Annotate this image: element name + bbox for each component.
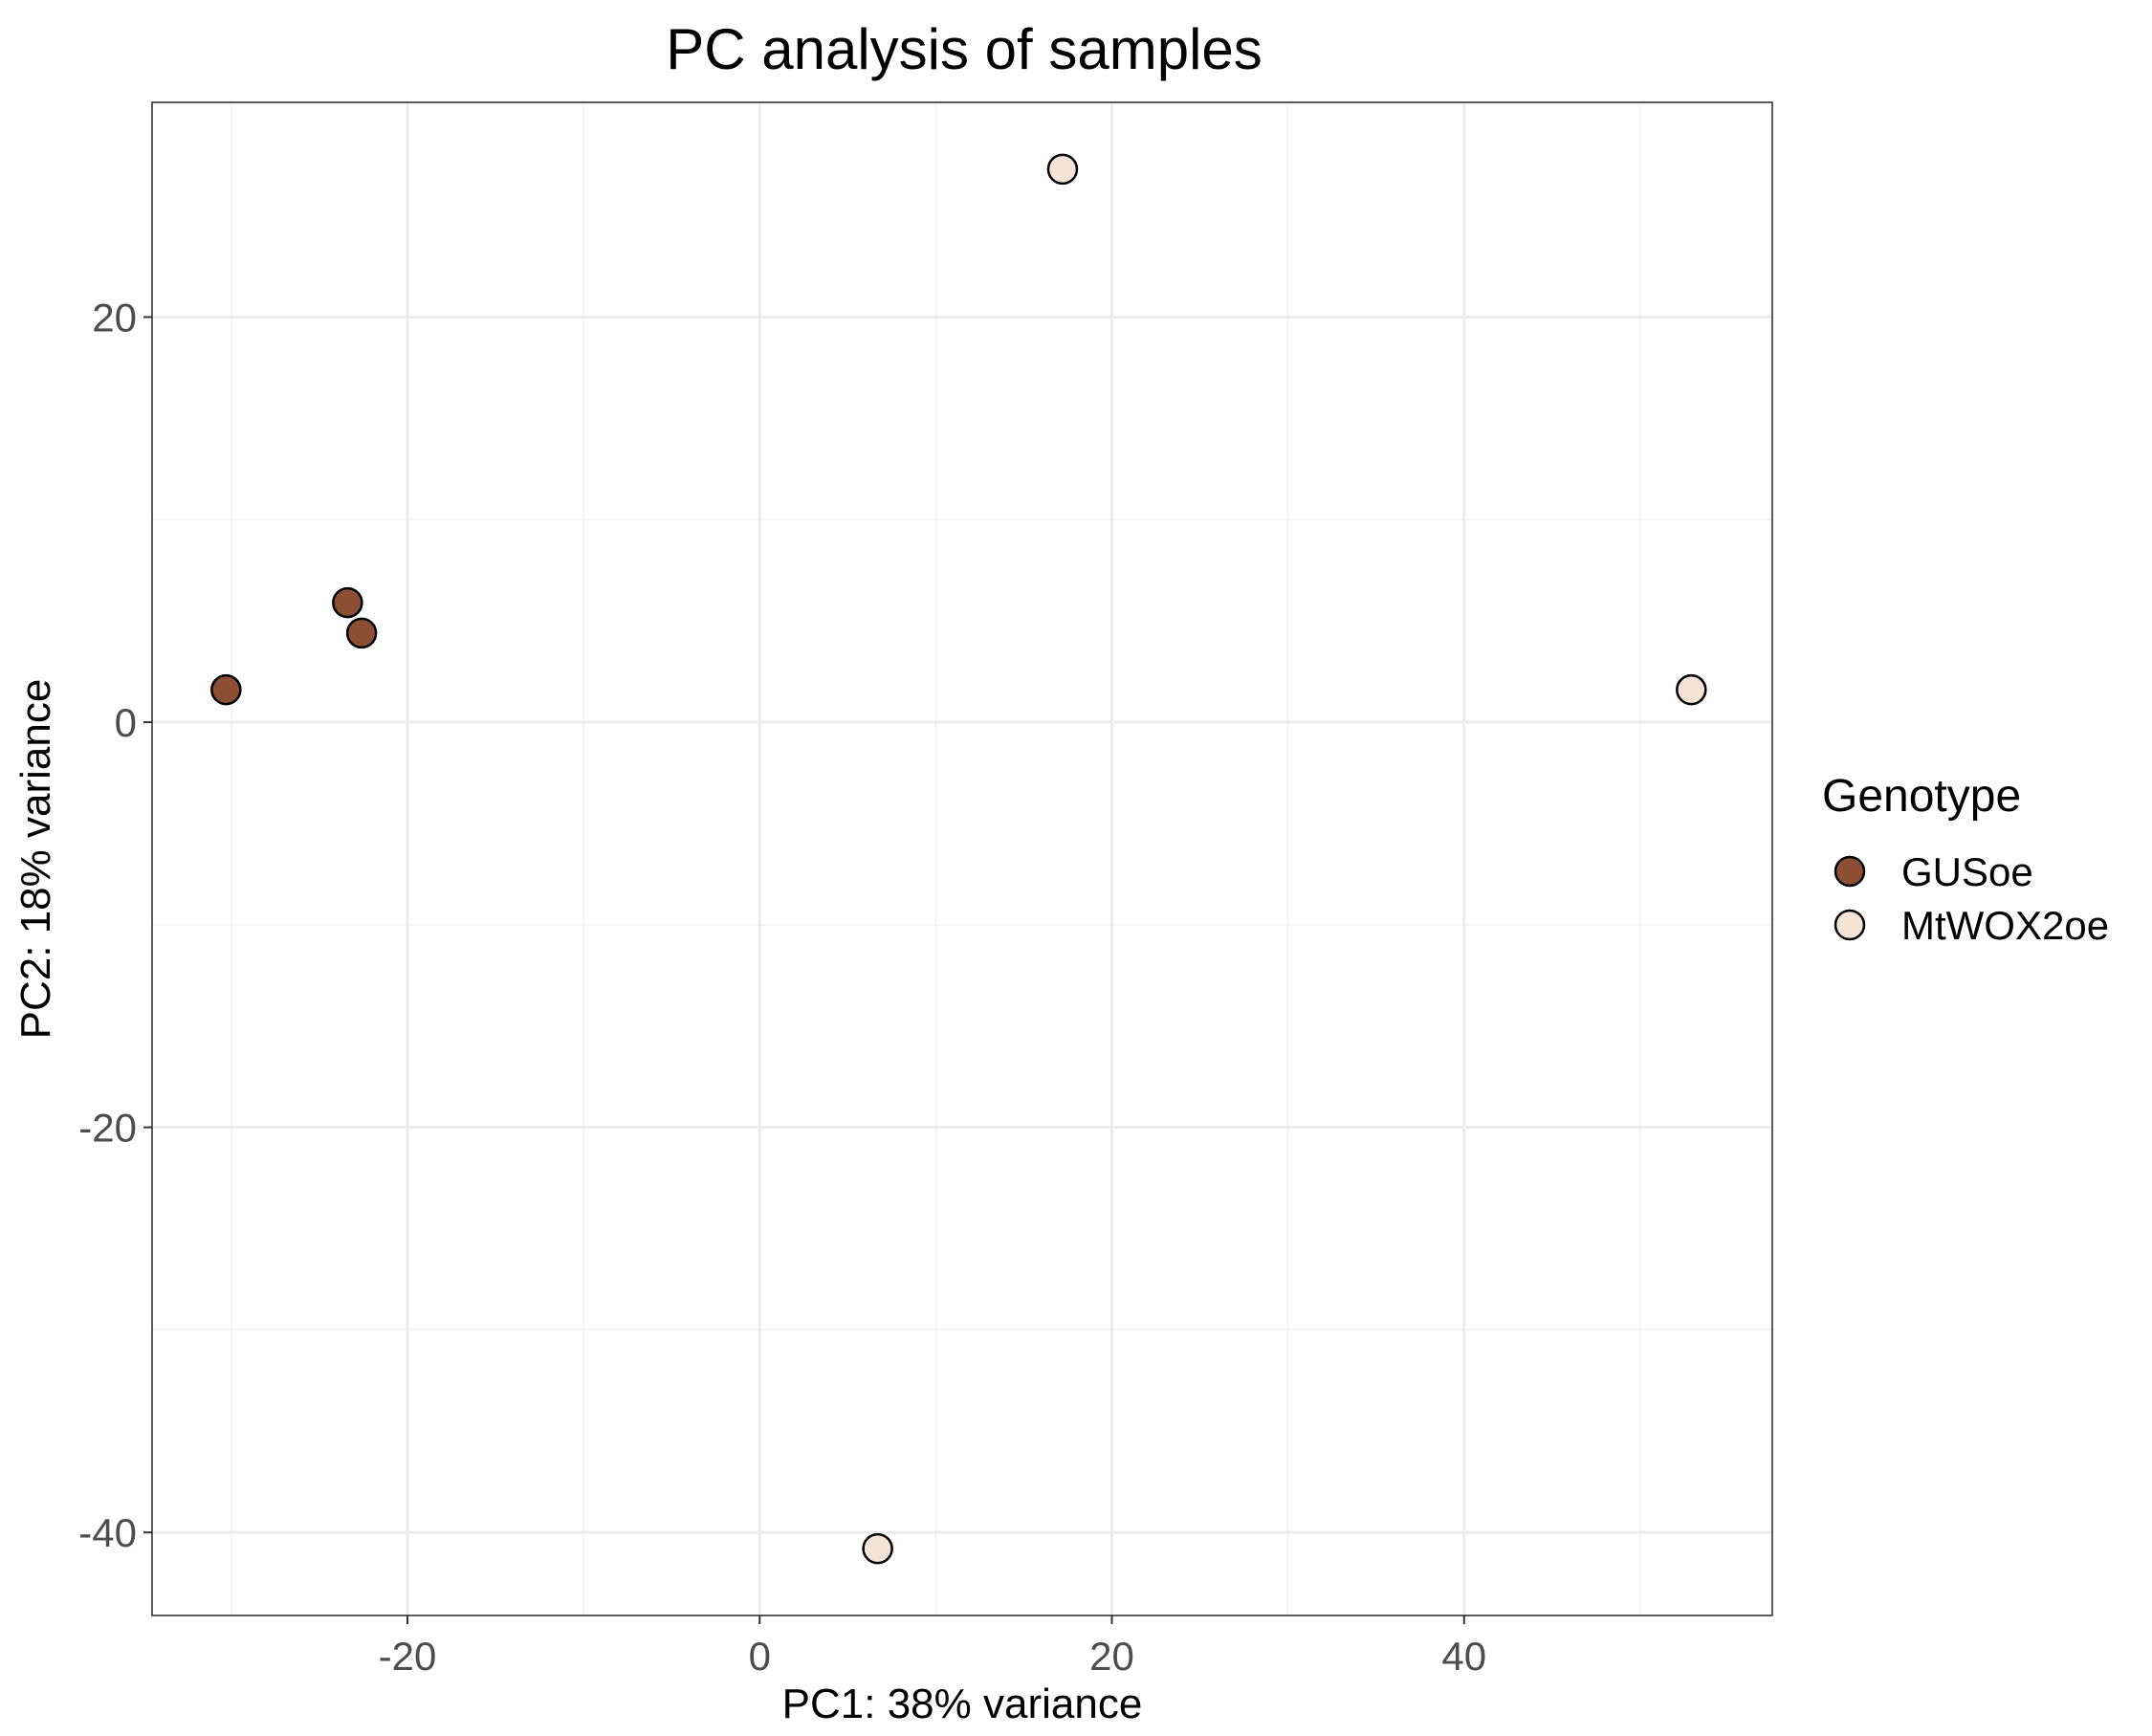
major-gridlines (152, 102, 1772, 1615)
x-axis: -20 0 20 40 (379, 1615, 1486, 1679)
point-mtwox2oe (1046, 153, 1079, 186)
panel-border (151, 101, 1773, 1616)
data-points (210, 153, 1707, 1565)
point-mtwox2oe (1676, 673, 1707, 706)
x-tick-label: -20 (379, 1634, 437, 1679)
legend-label-mtwox2oe: MtWOX2oe (1901, 903, 2109, 948)
y-tick-label: -20 (78, 1106, 137, 1151)
point-gusoe (210, 673, 242, 706)
point-gusoe (332, 586, 363, 619)
x-tick-label: 0 (749, 1634, 771, 1679)
x-axis-title: PC1: 38% variance (782, 1681, 1143, 1727)
x-tick-label: 20 (1089, 1634, 1134, 1679)
point-mtwox2oe (862, 1532, 893, 1565)
legend-label-gusoe: GUSoe (1901, 849, 2033, 894)
y-axis-title: PC2: 18% variance (12, 679, 59, 1040)
y-tick-label: -40 (78, 1510, 137, 1555)
plot-panel (151, 101, 1773, 1616)
point-gusoe (345, 617, 378, 649)
minor-gridlines (152, 102, 1772, 1615)
y-tick-label: 0 (115, 700, 137, 745)
x-tick-label: 40 (1441, 1634, 1486, 1679)
chart-title: PC analysis of samples (666, 17, 1263, 81)
legend-key-mtwox2oe (1834, 909, 1866, 941)
legend-title: Genotype (1822, 771, 2021, 822)
y-axis: -40 -20 0 20 (78, 295, 152, 1555)
y-tick-label: 20 (92, 295, 137, 340)
legend: Genotype GUSoe MtWOX2oe (1822, 771, 2109, 948)
legend-key-gusoe (1834, 855, 1866, 888)
